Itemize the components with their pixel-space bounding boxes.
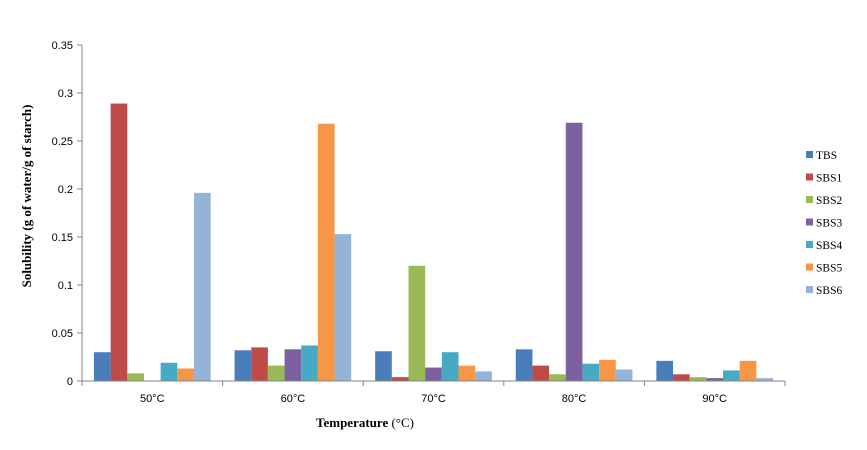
legend-label-sbs2: SBS2 <box>816 195 842 207</box>
legend-swatch-sbs1 <box>806 173 813 181</box>
bar-sbs6-4 <box>756 378 774 381</box>
bar-sbs6-3 <box>615 369 633 381</box>
bar-sbs4-3 <box>582 363 600 381</box>
x-axis-title-unit: (°C) <box>391 415 414 430</box>
y-tick-label: 0.2 <box>58 184 73 196</box>
bar-sbs6-1 <box>334 234 352 381</box>
x-tick-label: 60°C <box>281 393 306 405</box>
y-axis-title: Solubility (g of water/g of starch) <box>19 105 34 288</box>
plot-area <box>81 45 785 382</box>
bar-tbs-2 <box>375 351 392 381</box>
x-axis-title-text: Temperature <box>316 415 388 430</box>
bar-sbs1-3 <box>532 365 550 381</box>
bar-sbs2-4 <box>689 377 707 381</box>
bar-sbs3-2 <box>425 367 442 381</box>
legend-swatch-sbs3 <box>806 218 813 226</box>
bar-sbs2-1 <box>267 365 285 381</box>
legend-label-sbs6: SBS6 <box>816 285 842 297</box>
legend-swatch-sbs2 <box>806 196 813 203</box>
bar-sbs4-2 <box>441 352 459 381</box>
legend-label-sbs4: SBS4 <box>816 240 842 252</box>
bar-sbs1-1 <box>251 347 268 381</box>
x-tick-label: 90°C <box>702 393 727 405</box>
legend-swatch-tbs <box>806 151 813 158</box>
bar-sbs5-1 <box>317 123 335 381</box>
y-tick-label: 0.3 <box>58 88 73 100</box>
legend-swatch-sbs4 <box>806 241 813 248</box>
bar-tbs-1 <box>234 350 252 381</box>
bar-sbs3-3 <box>565 122 583 381</box>
bar-sbs4-4 <box>723 370 740 381</box>
bar-sbs5-4 <box>739 360 757 381</box>
y-axis-ticks: 0 0.05 0.1 0.15 0.2 0.25 0.3 0.35 <box>52 40 82 388</box>
bar-sbs6-0 <box>193 192 211 381</box>
x-tick-label: 80°C <box>562 393 587 405</box>
legend: TBS SBS1 SBS2 SBS3 SBS4 SBS5 SBS6 <box>806 150 842 297</box>
bar-sbs4-0 <box>160 362 178 381</box>
y-tick-label: 0.25 <box>52 136 73 148</box>
legend-label-sbs3: SBS3 <box>816 218 842 230</box>
bar-sbs3-1 <box>284 349 302 381</box>
bar-sbs1-2 <box>391 377 409 381</box>
y-tick-label: 0.05 <box>52 328 73 340</box>
bar-sbs5-3 <box>599 359 616 381</box>
legend-label-sbs5: SBS5 <box>816 263 842 275</box>
bar-sbs6-2 <box>475 371 492 381</box>
x-tick-label: 70°C <box>421 393 446 405</box>
bar-sbs2-3 <box>549 374 566 381</box>
legend-swatch-sbs5 <box>806 263 813 271</box>
legend-label-sbs1: SBS1 <box>816 173 842 185</box>
bar-sbs1-0 <box>110 103 128 381</box>
legend-swatch-sbs6 <box>806 286 813 293</box>
y-tick-label: 0 <box>67 376 73 388</box>
bar-tbs-3 <box>515 349 533 381</box>
bar-sbs1-4 <box>673 374 690 381</box>
bar-tbs-0 <box>93 352 111 381</box>
bar-sbs2-2 <box>408 265 426 381</box>
bar-tbs-4 <box>656 360 674 381</box>
y-tick-label: 0.1 <box>58 280 73 292</box>
x-axis-ticks: 50°C 60°C 70°C 80°C 90°C <box>81 381 786 405</box>
y-tick-label: 0.35 <box>52 40 73 52</box>
y-tick-label: 0.15 <box>52 232 73 244</box>
bar-sbs4-1 <box>301 345 318 381</box>
bar-sbs3-4 <box>706 378 724 381</box>
x-axis-title: Temperature (°C) <box>316 415 414 430</box>
bar-sbs5-2 <box>458 365 476 381</box>
x-tick-label: 50°C <box>140 393 165 405</box>
bar-sbs2-0 <box>127 373 144 381</box>
bar-sbs5-0 <box>177 368 194 381</box>
legend-label-tbs: TBS <box>816 150 837 162</box>
